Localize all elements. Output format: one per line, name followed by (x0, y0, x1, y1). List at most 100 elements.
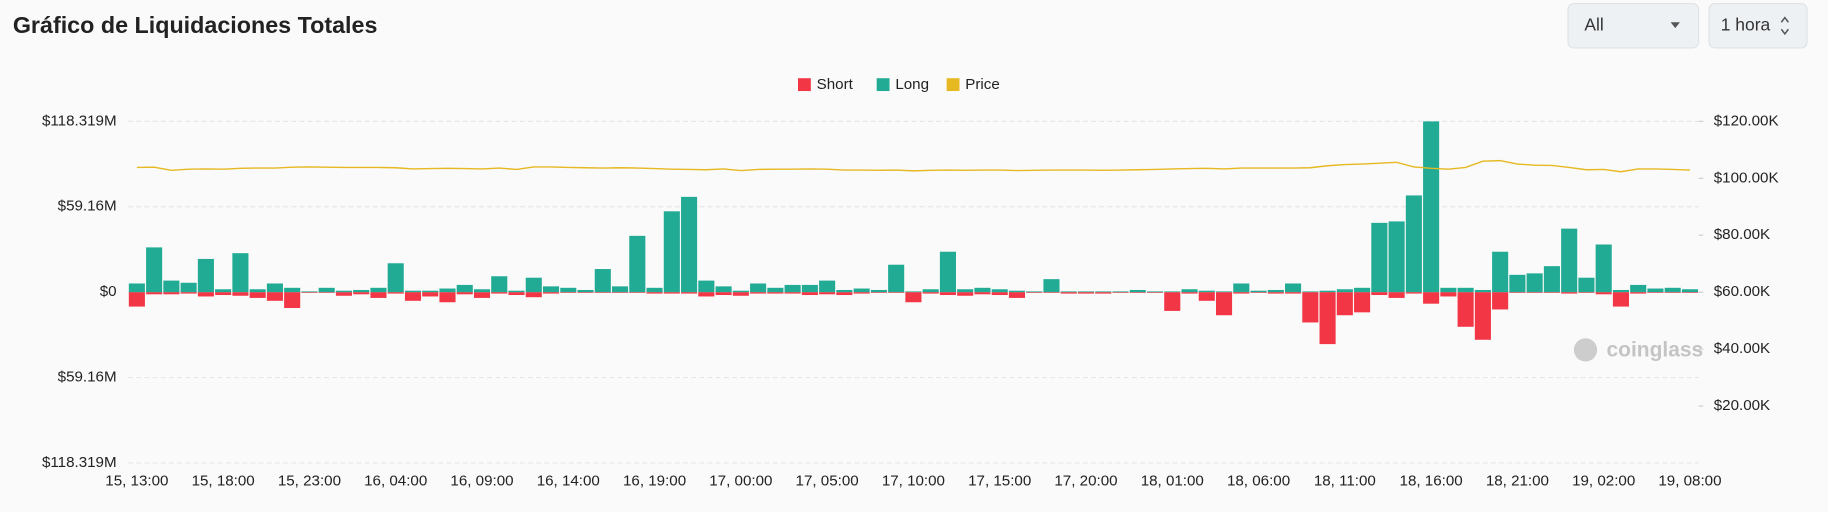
y2-tick-label: $60.00K (1714, 283, 1770, 300)
bar (318, 292, 335, 293)
bar (491, 276, 508, 293)
bar (1664, 292, 1681, 293)
bar (232, 253, 249, 293)
bar (1181, 292, 1198, 294)
bar (1561, 228, 1578, 293)
bar (1647, 288, 1664, 293)
bar (681, 292, 698, 294)
bar (922, 292, 939, 294)
page-title: Gráfico de Liquidaciones Totales (13, 12, 378, 38)
bar (1146, 292, 1164, 293)
legend-label: Short (817, 76, 854, 93)
bar (146, 292, 163, 295)
y2-tick-label: $20.00K (1714, 397, 1770, 414)
select-box[interactable] (1708, 3, 1808, 49)
bar (767, 292, 784, 294)
x-tick-label: 15, 23:00 (278, 473, 341, 490)
legend-swatch (946, 78, 960, 92)
bar (1250, 290, 1267, 293)
spinner-icon[interactable] (1780, 16, 1789, 36)
legend-swatch (798, 78, 811, 92)
bar (1612, 289, 1629, 293)
x-tick-label: 16, 04:00 (364, 473, 427, 490)
bar (1354, 292, 1371, 313)
bar (1474, 292, 1491, 340)
bar (1423, 292, 1440, 304)
y-tick-label: $59.16M (58, 198, 117, 215)
interval-select[interactable]: 1 hora (1708, 3, 1808, 49)
bar (750, 292, 767, 294)
bar (1026, 292, 1043, 293)
bar (888, 264, 905, 293)
bar (681, 196, 698, 293)
bar (1423, 121, 1440, 293)
plot-area: $118.319M $59.16M $0 $59.16M $118.319M $20.00… (42, 76, 1779, 489)
bar (1492, 251, 1509, 293)
x-tick-label: 17, 10:00 (882, 473, 945, 490)
bar (335, 290, 352, 293)
bar (663, 292, 680, 294)
bar (542, 292, 560, 294)
bar (1388, 292, 1405, 298)
bar (163, 292, 180, 295)
bar (1405, 195, 1422, 293)
bar (784, 284, 801, 293)
watermark: coinglass (1573, 338, 1703, 362)
bar (767, 287, 784, 293)
y2-tick-label: $40.00K (1714, 340, 1770, 357)
bar (801, 284, 818, 293)
y-tick-label: $118.319M (42, 112, 117, 129)
bar (542, 286, 560, 293)
bar (1612, 292, 1629, 307)
bar (353, 289, 370, 293)
select-box[interactable] (1567, 3, 1700, 49)
bar (1043, 292, 1060, 293)
bar (646, 287, 663, 293)
x-tick-label: 18, 06:00 (1227, 473, 1290, 490)
x-tick-label: 19, 02:00 (1572, 473, 1635, 490)
x-tick-label: 18, 16:00 (1400, 473, 1463, 490)
y2-tick-label: $120.00K (1714, 112, 1779, 129)
bar (974, 292, 991, 295)
bar (836, 289, 853, 293)
period-select[interactable]: All (1567, 3, 1700, 49)
x-tick-label: 16, 14:00 (537, 473, 600, 490)
select-value[interactable]: All (1584, 14, 1603, 34)
bar (939, 292, 956, 296)
bar (1630, 292, 1647, 294)
bar (1181, 289, 1198, 293)
bar (1302, 291, 1319, 293)
bar (1388, 221, 1405, 293)
bar (335, 292, 352, 296)
bar (1578, 277, 1595, 293)
bar (1336, 292, 1353, 316)
bar (1457, 292, 1474, 327)
bar (1250, 292, 1267, 293)
bar (473, 289, 491, 293)
select-value[interactable]: 1 hora (1721, 14, 1771, 34)
caret-icon[interactable] (1670, 22, 1680, 29)
bar (439, 292, 456, 303)
bar (1112, 291, 1129, 293)
bar (870, 289, 887, 293)
bar (974, 287, 991, 293)
bar (1405, 292, 1422, 294)
bar (1095, 291, 1112, 293)
legend-swatch (876, 78, 890, 92)
bar (732, 290, 749, 293)
bar (1509, 292, 1526, 293)
bar (266, 292, 283, 301)
bar (508, 292, 525, 296)
bar (1371, 222, 1388, 293)
bar (957, 292, 974, 296)
x-tick-label: 15, 13:00 (105, 473, 168, 490)
bar (698, 280, 715, 293)
bar (1060, 291, 1077, 293)
x-tick-label: 19, 08:00 (1658, 473, 1721, 490)
bar (905, 291, 922, 293)
bar (1285, 283, 1302, 293)
bar (301, 291, 318, 293)
x-tick-label: 16, 09:00 (450, 473, 513, 490)
bar (801, 292, 818, 296)
